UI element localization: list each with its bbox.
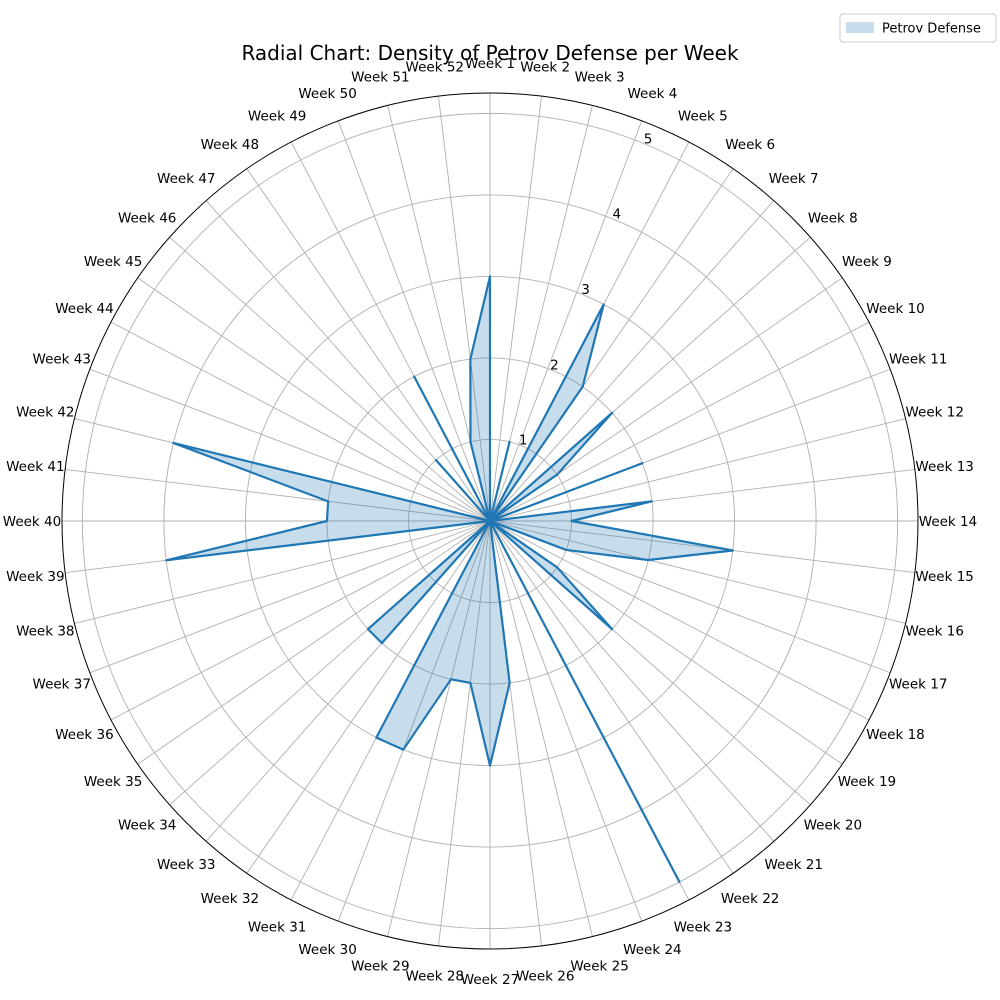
- week-label: Week 42: [16, 404, 74, 420]
- grid-spoke: [246, 520, 491, 874]
- grid-spoke: [110, 520, 491, 721]
- grid-spoke: [387, 520, 491, 937]
- week-label: Week 40: [3, 514, 61, 530]
- week-label: Week 26: [516, 969, 574, 985]
- week-label: Week 34: [118, 818, 176, 834]
- chart-title: Radial Chart: Density of Petrov Defense …: [241, 41, 739, 65]
- grid-spoke: [489, 200, 775, 522]
- week-label: Week 24: [623, 942, 681, 958]
- week-label: Week 44: [55, 301, 113, 317]
- grid-spoke: [337, 120, 491, 522]
- week-label: Week 43: [33, 352, 91, 368]
- week-label: Week 52: [406, 59, 464, 75]
- grid-spoke: [437, 520, 491, 946]
- grid-spoke: [246, 168, 491, 522]
- grid-spoke: [489, 520, 915, 574]
- week-label: Week 31: [248, 920, 306, 936]
- week-label: Week 18: [866, 727, 924, 743]
- grid-spoke: [489, 520, 870, 721]
- grid-spoke: [437, 96, 491, 522]
- grid-spoke: [89, 520, 491, 674]
- week-label: Week 7: [769, 171, 819, 187]
- grid-spoke: [74, 520, 491, 624]
- week-label: Week 27: [461, 972, 519, 988]
- grid-spoke: [489, 520, 593, 937]
- week-label: Week 17: [889, 676, 947, 692]
- week-label: Week 48: [201, 137, 259, 153]
- week-label: Week 47: [157, 171, 215, 187]
- week-label: Week 32: [201, 891, 259, 907]
- week-label: Week 25: [570, 959, 628, 975]
- polar-frame: [61, 92, 919, 950]
- grid-spoke: [489, 321, 870, 522]
- week-label: Week 10: [866, 301, 924, 317]
- grid-spoke: [489, 418, 906, 522]
- week-label: Week 2: [520, 59, 570, 75]
- legend: Petrov Defense: [839, 13, 997, 43]
- week-label: Week 50: [298, 86, 356, 102]
- week-label: Week 5: [678, 108, 728, 124]
- week-label: Week 15: [915, 569, 973, 585]
- radial-tick-label: 2: [550, 357, 559, 373]
- grid-spoke: [489, 520, 734, 874]
- data-layer: [165, 275, 734, 884]
- week-label: Week 39: [6, 569, 64, 585]
- week-label: Week 33: [157, 857, 215, 873]
- week-label: Week 13: [915, 459, 973, 475]
- week-label: Week 12: [905, 404, 963, 420]
- grid-spoke: [489, 520, 643, 922]
- grid-spoke: [137, 520, 491, 765]
- week-label: Week 14: [919, 514, 977, 530]
- week-label: Week 22: [721, 891, 779, 907]
- series-line: [165, 275, 734, 884]
- week-label: Week 16: [905, 624, 963, 640]
- radial-tick-label: 4: [612, 207, 621, 223]
- week-label: Week 36: [55, 727, 113, 743]
- grid-spoke: [337, 520, 491, 922]
- week-label: Week 41: [6, 459, 64, 475]
- week-label: Week 8: [808, 210, 858, 226]
- week-label: Week 29: [351, 959, 409, 975]
- week-label: Week 4: [627, 86, 677, 102]
- week-label: Week 46: [118, 210, 176, 226]
- week-label: Week 9: [842, 254, 892, 270]
- week-label: Week 45: [84, 254, 142, 270]
- radial-tick-label: 5: [644, 131, 653, 147]
- grid-spoke: [489, 520, 906, 624]
- week-label: Week 11: [889, 352, 947, 368]
- week-label: Week 6: [725, 137, 775, 153]
- week-label: Week 51: [351, 69, 409, 85]
- radial-tick-label: 3: [581, 282, 590, 298]
- grid-spoke: [65, 468, 491, 522]
- week-label: Week 20: [804, 818, 862, 834]
- week-label: Week 37: [33, 676, 91, 692]
- legend-frame: [839, 13, 997, 43]
- week-label: Week 35: [84, 774, 142, 790]
- grid-spoke: [110, 321, 491, 522]
- week-label: Week 3: [575, 69, 625, 85]
- grid-spoke: [169, 236, 491, 522]
- legend-swatch: [846, 22, 874, 33]
- grid-spoke: [489, 520, 775, 842]
- week-label: Week 38: [16, 624, 74, 640]
- legend-label: Petrov Defense: [882, 22, 981, 37]
- week-label: Week 19: [838, 774, 896, 790]
- grid-spoke: [489, 120, 643, 522]
- grid-spoke: [137, 277, 491, 522]
- week-label: Week 1: [465, 56, 515, 72]
- grid-spoke: [489, 96, 543, 522]
- grid-spoke: [89, 368, 491, 522]
- radial-labels: 1 2 3 4 5: [519, 131, 652, 448]
- week-label: Week 30: [298, 942, 356, 958]
- week-label: Week 21: [764, 857, 822, 873]
- week-label: Week 23: [674, 920, 732, 936]
- week-label: Week 49: [248, 108, 306, 124]
- radial-tick-label: 1: [519, 433, 528, 449]
- week-label: Week 28: [406, 969, 464, 985]
